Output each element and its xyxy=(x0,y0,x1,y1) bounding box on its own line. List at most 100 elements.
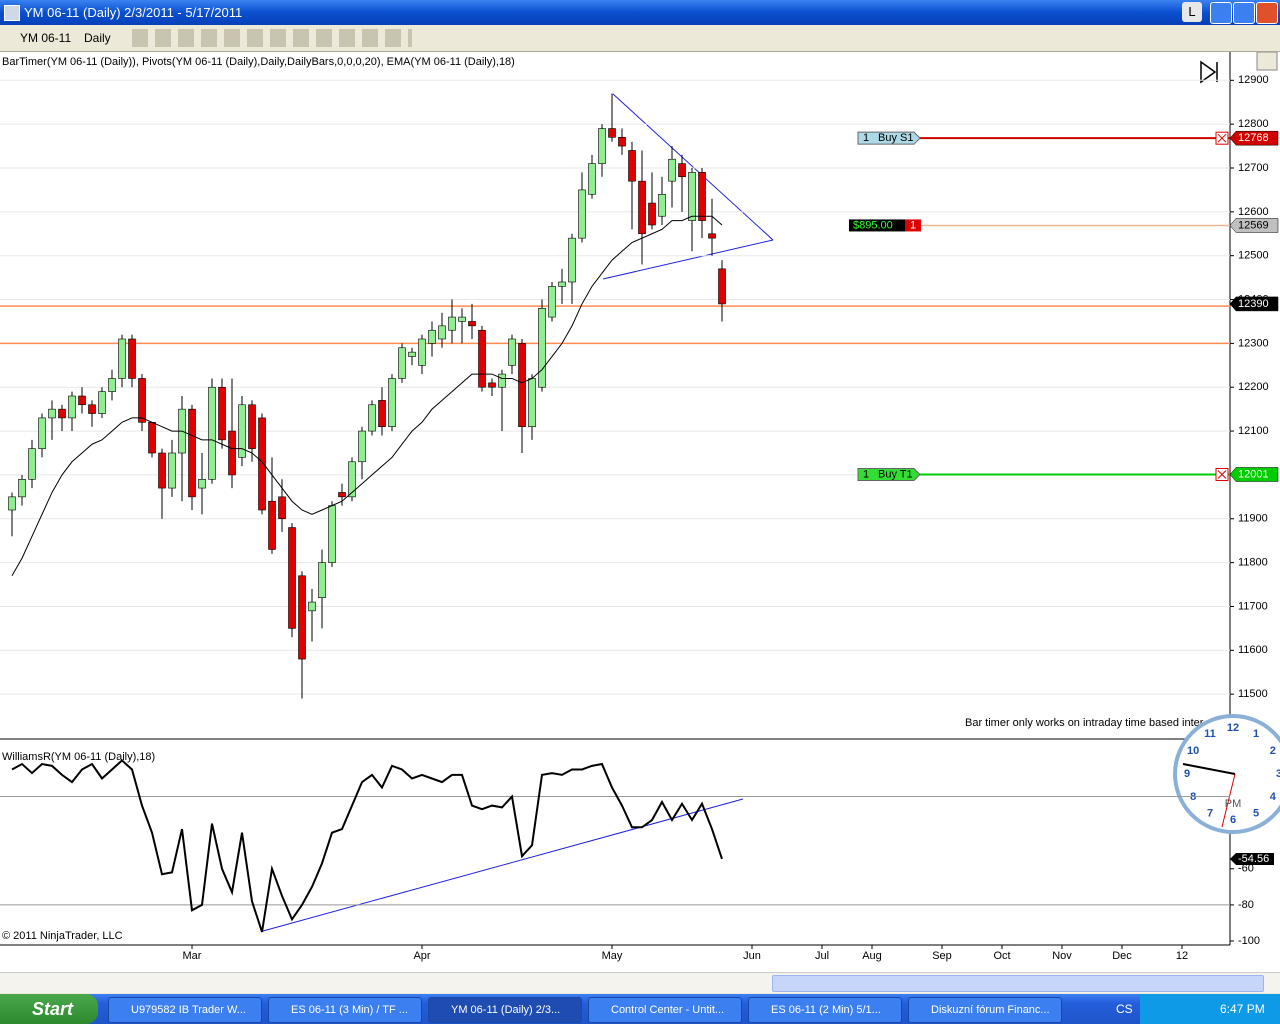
candle-body xyxy=(338,492,346,498)
scroll-thumb[interactable] xyxy=(772,975,1264,992)
value-flag xyxy=(1230,852,1274,865)
candle-body xyxy=(648,202,656,226)
clock-number: 9 xyxy=(1184,768,1190,780)
y-tick-label: -80 xyxy=(1238,899,1254,911)
candle-body xyxy=(68,395,76,419)
clock: 121234567891011PM xyxy=(1173,714,1280,834)
price-label: 12390 xyxy=(1238,298,1269,310)
instrument-selector[interactable]: YM 06-11 xyxy=(20,31,72,45)
candle-body xyxy=(538,308,546,388)
order-cancel-x xyxy=(1217,470,1227,479)
candle-body xyxy=(38,417,46,449)
candle-body xyxy=(438,325,446,340)
y-tick-label: 12800 xyxy=(1238,118,1269,130)
price-flag xyxy=(1229,296,1279,312)
close-button[interactable] xyxy=(1256,2,1278,24)
price-flag xyxy=(1229,467,1279,482)
candle-body xyxy=(628,150,636,182)
candle-body xyxy=(368,404,376,432)
candle-body xyxy=(268,500,276,550)
clock-number: 1 xyxy=(1253,728,1259,740)
y-tick-label: 11600 xyxy=(1238,644,1268,656)
taskbar-item[interactable]: U979582 IB Trader W... xyxy=(108,997,262,1023)
taskbar-item[interactable]: ES 06-11 (3 Min) / TF ... xyxy=(268,997,422,1023)
horizontal-scrollbar[interactable] xyxy=(0,972,1280,993)
indicator-title: WilliamsR(YM 06-11 (Daily),18) xyxy=(2,751,155,763)
language[interactable]: CS xyxy=(1116,1002,1133,1016)
y-tick-label: -60 xyxy=(1238,863,1254,875)
x-tick-label: Mar xyxy=(183,950,202,962)
order-cancel-x xyxy=(1217,133,1227,143)
dropdown-button[interactable] xyxy=(1256,52,1278,71)
minimize-button[interactable] xyxy=(1210,2,1232,24)
taskbar-item[interactable]: Diskuzní fórum Financ... xyxy=(908,997,1062,1023)
candle-body xyxy=(478,329,486,388)
candle-body xyxy=(698,172,706,221)
candle-body xyxy=(28,448,36,480)
y-tick-label: 12200 xyxy=(1238,381,1269,393)
taskbar-item[interactable]: Control Center - Untit... xyxy=(588,997,742,1023)
x-tick-label: 12 xyxy=(1176,950,1188,962)
candle-body xyxy=(308,601,316,612)
value-label: -54.56 xyxy=(1238,853,1269,865)
app-icon xyxy=(4,5,20,21)
x-tick-label: Jun xyxy=(743,950,761,962)
candle-body xyxy=(548,286,556,318)
clock-number: 3 xyxy=(1276,768,1280,780)
candle-body xyxy=(398,347,406,379)
candle-body xyxy=(298,575,306,660)
clock-number: 2 xyxy=(1270,745,1276,757)
interval-selector[interactable]: Daily xyxy=(84,31,111,45)
candle-body xyxy=(558,281,566,287)
candle-body xyxy=(188,408,196,498)
candle-body xyxy=(608,128,616,138)
candle-body xyxy=(258,417,266,511)
y-tick-label: 11800 xyxy=(1238,557,1268,569)
candle-body xyxy=(448,316,456,331)
ema-line xyxy=(11,215,723,577)
x-tick-label: Oct xyxy=(993,950,1010,962)
candle-body xyxy=(288,527,296,629)
price-label: 12001 xyxy=(1238,468,1269,480)
position-qty-box xyxy=(905,219,921,232)
scroll-end-button[interactable] xyxy=(1200,60,1218,84)
window-title: YM 06-11 (Daily) 2/3/2011 - 5/17/2011 xyxy=(24,5,243,20)
candle-body xyxy=(198,479,206,489)
y-tick-label: 11900 xyxy=(1238,513,1268,525)
taskbar-item[interactable]: ES 06-11 (2 Min) 5/1... xyxy=(748,997,902,1023)
order-label: Buy S1 xyxy=(878,132,913,144)
system-tray: CS 6:47 PM xyxy=(1116,994,1280,1024)
start-button[interactable]: Start xyxy=(0,994,98,1024)
candle-body xyxy=(78,395,86,406)
candle-body xyxy=(148,422,156,454)
candle-body xyxy=(428,329,436,344)
candle-body xyxy=(718,268,726,305)
candle-body xyxy=(108,378,116,392)
candle-body xyxy=(128,338,136,379)
y-tick-label: 11500 xyxy=(1238,688,1268,700)
candle-body xyxy=(18,479,26,498)
candle-body xyxy=(668,158,676,182)
y-tick-label: 12900 xyxy=(1238,74,1269,86)
price-label: 12569 xyxy=(1238,219,1269,231)
y-tick-label: 12700 xyxy=(1238,162,1269,174)
candle-body xyxy=(388,378,396,427)
toolbar-icons[interactable] xyxy=(132,29,412,47)
clock-number: 6 xyxy=(1230,814,1236,826)
maximize-button[interactable] xyxy=(1233,2,1255,24)
time: 6:47 PM xyxy=(1220,1002,1265,1016)
order-tag xyxy=(857,131,921,145)
pnl-label: $895.00 xyxy=(853,219,893,231)
candle-body xyxy=(508,338,516,366)
bar-timer-note: Bar timer only works on intraday time ba… xyxy=(965,717,1204,729)
clock-number: 5 xyxy=(1253,808,1259,820)
order-tag xyxy=(857,467,921,481)
clock-number: 10 xyxy=(1187,745,1199,757)
clock-number: 7 xyxy=(1207,808,1213,820)
candle-body xyxy=(238,404,246,458)
clock-number: 11 xyxy=(1204,728,1216,740)
window-button[interactable]: L xyxy=(1182,2,1202,22)
taskbar-item[interactable]: YM 06-11 (Daily) 2/3... xyxy=(428,997,582,1023)
candle-body xyxy=(638,180,646,235)
candle-body xyxy=(248,404,256,449)
